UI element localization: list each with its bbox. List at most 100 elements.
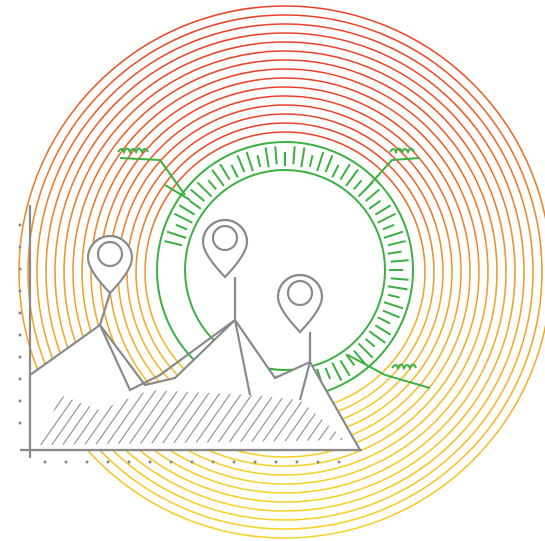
hatch-stroke	[211, 169, 225, 187]
hatch-stroke	[374, 204, 392, 216]
hatch-stroke	[324, 155, 334, 173]
hatch-stroke	[207, 179, 217, 191]
hatch-stroke	[387, 250, 402, 255]
hatch-stroke	[364, 188, 380, 202]
tick-dot	[18, 421, 22, 425]
hatch-stroke	[166, 230, 187, 239]
hatch-stroke	[292, 146, 296, 165]
ridge	[298, 361, 312, 401]
pin-head	[286, 279, 314, 307]
tick-dot	[64, 460, 68, 464]
hatch-stroke	[331, 362, 343, 381]
hatch-stroke	[324, 367, 332, 380]
scribble-label	[117, 147, 149, 155]
hatch-stroke	[316, 151, 325, 172]
tick-dot	[232, 460, 236, 464]
axis-ticks	[18, 223, 341, 464]
tick-dot	[127, 460, 131, 464]
connector	[164, 184, 191, 201]
hatch-stroke	[178, 204, 196, 216]
tick-dot	[18, 355, 22, 359]
mountain-shade	[40, 390, 345, 445]
pin-head	[96, 240, 124, 268]
pin-stem	[98, 292, 112, 326]
tick-dot	[106, 460, 110, 464]
pin-head	[211, 224, 239, 252]
hatch-stroke	[377, 212, 396, 224]
tick-dot	[211, 460, 215, 464]
hatch-stroke	[374, 324, 392, 336]
hatch-stroke	[219, 163, 231, 181]
tick-dot	[190, 460, 194, 464]
hatch-stroke	[383, 230, 404, 239]
hatch-stroke	[230, 164, 239, 178]
hatch-stroke	[331, 164, 340, 178]
ring	[72, 59, 498, 485]
pin	[86, 234, 134, 326]
hatch-stroke	[174, 212, 193, 224]
hatch-stroke	[377, 316, 391, 325]
hatch-stroke	[387, 293, 400, 299]
hatch-stroke	[382, 223, 395, 231]
green-ring	[117, 141, 431, 399]
tick-dot	[169, 460, 173, 464]
green-circle-inner	[184, 169, 386, 371]
hatch-stroke	[390, 277, 409, 281]
hatch-stroke	[236, 155, 246, 173]
tick-dot	[18, 311, 22, 315]
hatch-stroke	[353, 179, 363, 191]
hatch-stroke	[164, 240, 183, 247]
hatch-stroke	[357, 342, 374, 359]
hatch-stroke	[390, 259, 409, 263]
hatch-stroke	[353, 349, 367, 365]
hatch-stroke	[339, 359, 351, 377]
hatch-stroke	[368, 330, 386, 344]
connector	[364, 157, 421, 191]
ring	[18, 5, 545, 539]
tick-dot	[18, 267, 22, 271]
tick-dot	[18, 223, 22, 227]
hatch-stroke	[300, 147, 306, 168]
ridge	[99, 318, 252, 396]
hatch-stroke	[345, 353, 356, 367]
hatch-stroke	[345, 169, 359, 187]
ring	[90, 77, 480, 467]
tick-dot	[85, 460, 89, 464]
tick-dot	[274, 460, 278, 464]
scribble-label	[389, 147, 415, 155]
hatch-stroke	[274, 146, 278, 165]
ring	[36, 23, 534, 521]
scribble-label	[391, 363, 417, 371]
ring	[45, 32, 525, 512]
hatch-stroke	[196, 181, 213, 198]
tick-dot	[337, 460, 341, 464]
ring	[63, 50, 507, 494]
pin	[201, 218, 249, 320]
hatch-stroke	[264, 147, 270, 168]
hatch-stroke	[175, 223, 188, 231]
hatch-stroke	[357, 181, 374, 198]
tick-dot	[253, 460, 257, 464]
hatch-stroke	[245, 151, 254, 172]
hatch-stroke	[339, 163, 351, 181]
tick-dot	[148, 460, 152, 464]
hatch-stroke	[383, 301, 404, 310]
tick-dot	[316, 460, 320, 464]
pin	[276, 273, 324, 362]
hatch-stroke	[256, 155, 262, 168]
tick-dot	[18, 289, 22, 293]
hatch-stroke	[368, 199, 382, 210]
hatch-stroke	[364, 338, 376, 348]
tick-dot	[18, 377, 22, 381]
tick-dot	[18, 399, 22, 403]
hatch-stroke	[382, 309, 400, 319]
hatch-stroke	[190, 188, 206, 202]
tick-dot	[295, 460, 299, 464]
hatch-stroke	[188, 199, 202, 210]
hatch-stroke	[387, 285, 408, 291]
connector	[119, 157, 186, 196]
ring	[81, 68, 489, 476]
ring	[54, 41, 516, 503]
